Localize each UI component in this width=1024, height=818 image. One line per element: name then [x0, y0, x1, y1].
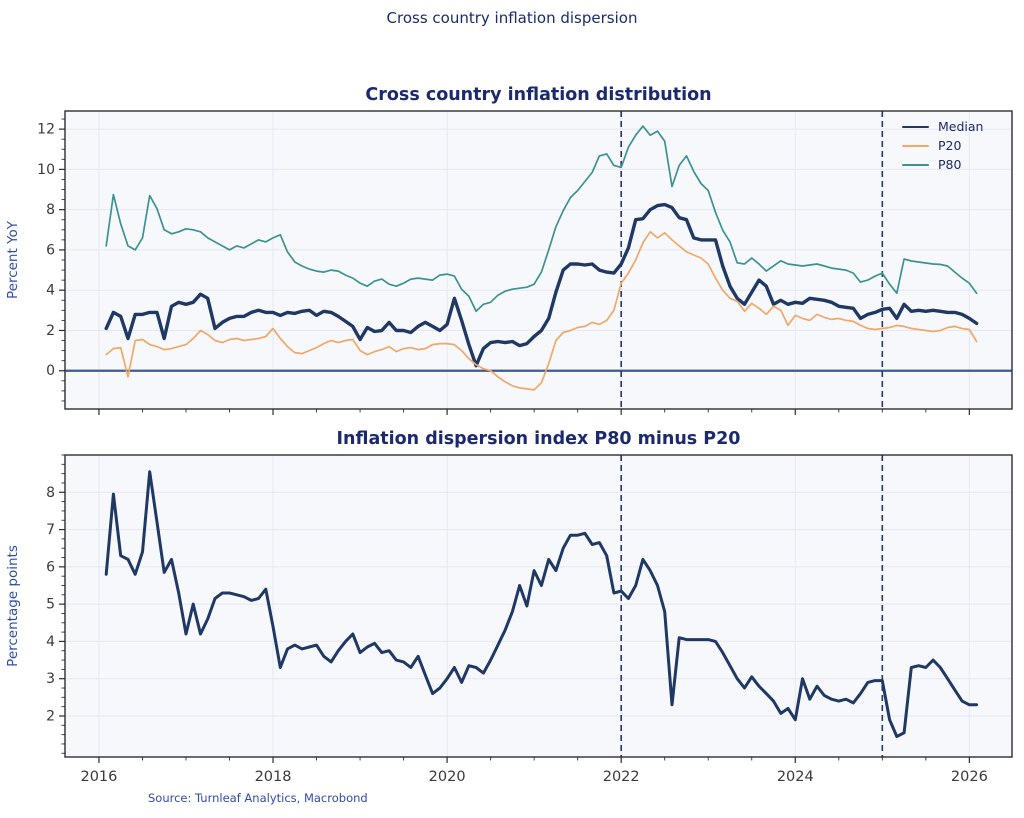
source-note: Source: Turnleaf Analytics, Macrobond — [148, 791, 368, 805]
chart-panel-1: 2016 2018 2020 2022 2024 2026 2 3 4 5 6 7 8 Percentag… — [5, 454, 1013, 785]
legend-label-p80: P80 — [938, 156, 962, 172]
legend-item-median: Median — [902, 119, 983, 135]
y-tick-label: 12 — [37, 122, 55, 138]
chart-panel-0: 0 2 4 6 8 10 12 Percent YoY — [5, 110, 1013, 415]
series-p80 — [105, 125, 978, 313]
x-tick-label: 2020 — [429, 769, 466, 785]
legend-label-median: Median — [938, 118, 984, 134]
series-median — [104, 202, 979, 368]
p80-line-swatch — [902, 164, 929, 166]
legend-item-p80: P80 — [902, 157, 983, 173]
legend: Median P20 P80 — [902, 119, 983, 173]
y-tick-label: 3 — [46, 671, 55, 687]
bottom-chart-title: Inflation dispersion index P80 minus P20 — [336, 429, 741, 449]
y-tick-label: 0 — [46, 363, 55, 379]
y-tick-label: 6 — [46, 559, 55, 575]
plot-background — [65, 111, 1012, 409]
x-tick-label: 2024 — [777, 769, 814, 785]
x-tick-label: 2016 — [80, 769, 117, 785]
y-tick-label: 6 — [46, 242, 55, 258]
legend-label-p20: P20 — [938, 137, 962, 153]
plot-background — [65, 455, 1012, 757]
y-tick-label: 7 — [46, 522, 55, 538]
plot-border — [64, 454, 1013, 758]
y-tick-label: 8 — [46, 485, 55, 501]
x-tick-label: 2018 — [255, 769, 292, 785]
series-p80-minus-p20 — [104, 470, 979, 738]
y-tick-label: 2 — [46, 708, 55, 724]
median-line-swatch — [902, 125, 929, 129]
y-axis-label: Percent YoY — [5, 220, 21, 299]
series-p20 — [105, 230, 978, 391]
y-tick-label: 4 — [46, 634, 55, 650]
y-tick-label: 2 — [46, 323, 55, 339]
x-tick-label: 2022 — [603, 769, 640, 785]
y-tick-label: 8 — [46, 202, 55, 218]
y-tick-label: 10 — [37, 162, 55, 178]
legend-item-p20: P20 — [902, 138, 983, 154]
x-tick-label: 2026 — [951, 769, 988, 785]
y-tick-label: 5 — [46, 597, 55, 613]
p20-line-swatch — [902, 145, 929, 147]
figure-title: Cross country inflation dispersion — [386, 9, 638, 27]
top-chart-title: Cross country inflation distribution — [365, 85, 712, 105]
y-axis-label: Percentage points — [5, 545, 21, 667]
y-tick-label: 4 — [46, 283, 55, 299]
